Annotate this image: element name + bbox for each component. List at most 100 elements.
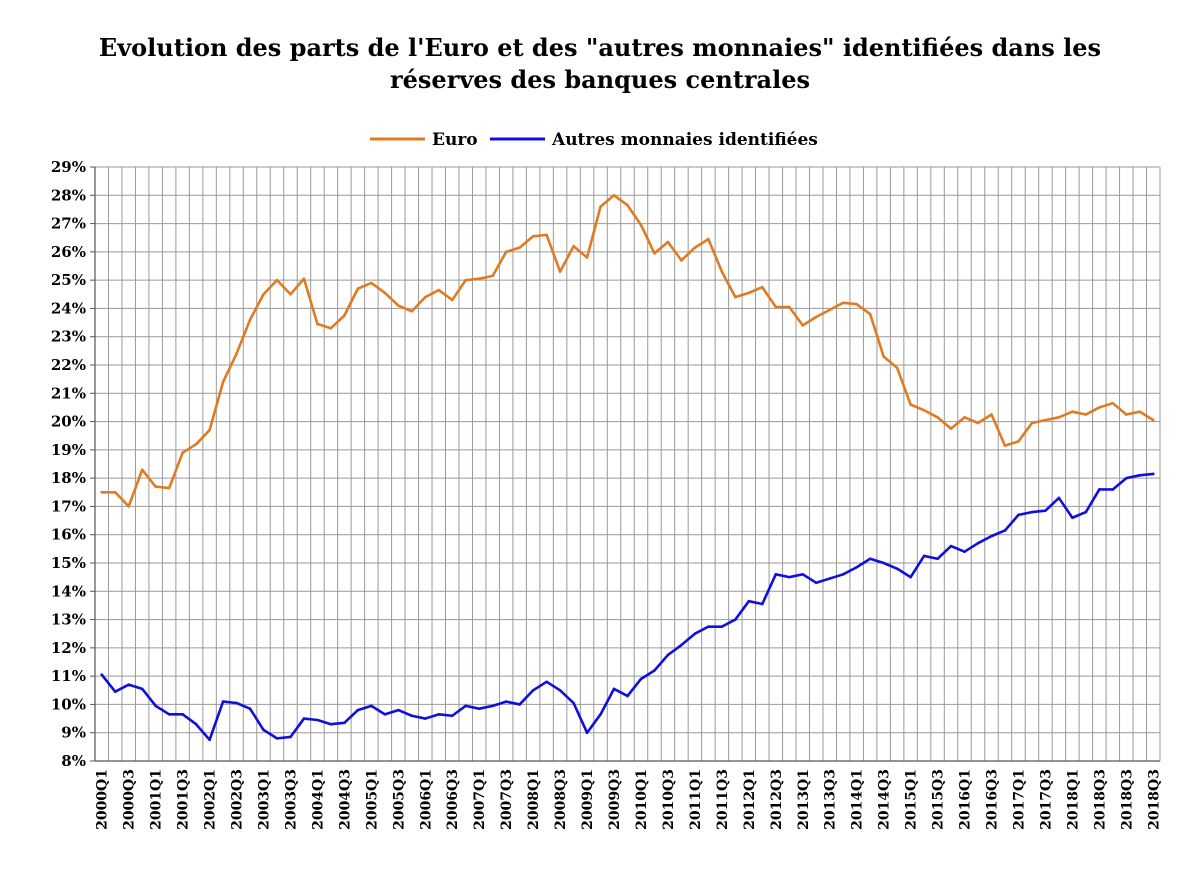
data-point: [747, 291, 751, 295]
data-point: [1030, 421, 1034, 425]
data-point: [666, 653, 670, 657]
data-point: [248, 707, 252, 710]
data-point: [1003, 529, 1007, 532]
data-point: [707, 237, 710, 241]
data-point: [909, 575, 912, 579]
data-point: [1151, 472, 1155, 476]
data-point: [963, 550, 966, 553]
data-point: [1098, 406, 1101, 409]
x-tick-label: 2014Q1: [850, 769, 866, 830]
data-point: [855, 565, 858, 569]
data-point: [936, 557, 939, 561]
x-tick-label: 2005Q3: [391, 769, 407, 830]
grid: [94, 166, 1161, 762]
data-point: [814, 315, 818, 319]
data-point: [612, 193, 616, 197]
legend-label: Autres monnaies identifiées: [551, 130, 818, 150]
data-point: [1138, 410, 1142, 413]
x-tick-label: 2006Q3: [445, 769, 461, 830]
x-tick-label: 2002Q1: [203, 769, 219, 830]
data-point: [167, 486, 171, 490]
data-point: [545, 233, 548, 237]
data-point: [693, 246, 697, 249]
data-point: [734, 295, 737, 299]
data-point: [235, 701, 238, 705]
data-point: [343, 721, 346, 725]
y-tick-label: 8%: [61, 752, 86, 770]
data-point: [437, 713, 441, 716]
data-point: [558, 270, 562, 273]
data-point: [599, 205, 602, 208]
x-tick-label: 2008Q3: [553, 769, 569, 830]
y-tick-label: 9%: [61, 724, 86, 742]
data-point: [1030, 510, 1034, 514]
data-point: [1111, 488, 1115, 491]
data-point: [289, 735, 292, 739]
x-tick-label: 2015Q3: [931, 769, 947, 830]
data-point: [814, 581, 818, 585]
data-point: [828, 577, 832, 580]
data-point: [895, 567, 899, 570]
data-point: [599, 713, 602, 716]
data-point: [356, 287, 360, 290]
legend: Euro Autres monnaies identifiées: [370, 130, 818, 150]
data-point: [262, 292, 265, 296]
data-point: [1071, 410, 1074, 413]
y-tick-label: 21%: [51, 384, 86, 402]
y-tick-label: 22%: [51, 356, 86, 374]
data-point: [774, 305, 778, 309]
legend-label: Euro: [432, 130, 478, 150]
data-point: [1084, 413, 1088, 416]
data-point: [868, 557, 872, 561]
data-point: [1151, 418, 1155, 422]
data-point: [154, 485, 157, 488]
data-point: [275, 278, 279, 282]
data-point: [1057, 496, 1061, 500]
x-tick-label: 2017Q1: [1011, 769, 1027, 830]
data-point: [1071, 516, 1074, 520]
data-point: [922, 408, 926, 412]
data-point: [140, 468, 144, 471]
x-tick-label: 2005Q1: [364, 769, 380, 830]
data-point: [423, 295, 427, 299]
data-point: [761, 602, 764, 606]
x-tick-label: 2007Q3: [499, 769, 515, 830]
x-tick-label: 2004Q3: [337, 769, 353, 830]
data-point: [329, 722, 333, 726]
data-point: [518, 703, 521, 706]
data-point: [801, 573, 805, 576]
data-point: [653, 669, 656, 672]
data-point: [585, 731, 589, 735]
data-point: [491, 704, 494, 708]
data-point: [653, 251, 656, 255]
data-point: [316, 322, 319, 326]
data-point: [747, 599, 751, 603]
data-point: [841, 573, 845, 576]
y-tick-label: 19%: [51, 441, 86, 459]
y-tick-label: 15%: [51, 554, 86, 572]
data-point: [868, 312, 872, 316]
data-point: [140, 687, 144, 691]
y-tick-label: 12%: [51, 639, 86, 657]
data-point: [761, 285, 764, 289]
data-point: [545, 680, 548, 684]
data-point: [316, 718, 319, 722]
data-point: [194, 442, 198, 446]
data-point: [882, 561, 885, 565]
data-point: [841, 301, 845, 305]
x-tick-label: 2007Q1: [472, 769, 488, 830]
data-point: [289, 292, 292, 296]
data-point: [936, 416, 939, 419]
data-point: [639, 677, 643, 681]
data-point: [410, 309, 414, 313]
data-point: [680, 643, 683, 647]
x-tick-label: 2012Q3: [769, 769, 785, 830]
y-tick-label: 16%: [51, 526, 86, 544]
data-point: [329, 326, 333, 330]
x-tick-label: 2004Q1: [310, 769, 326, 830]
x-tick-label: 2010Q1: [634, 769, 650, 830]
data-point: [504, 250, 508, 254]
data-point: [437, 288, 441, 292]
